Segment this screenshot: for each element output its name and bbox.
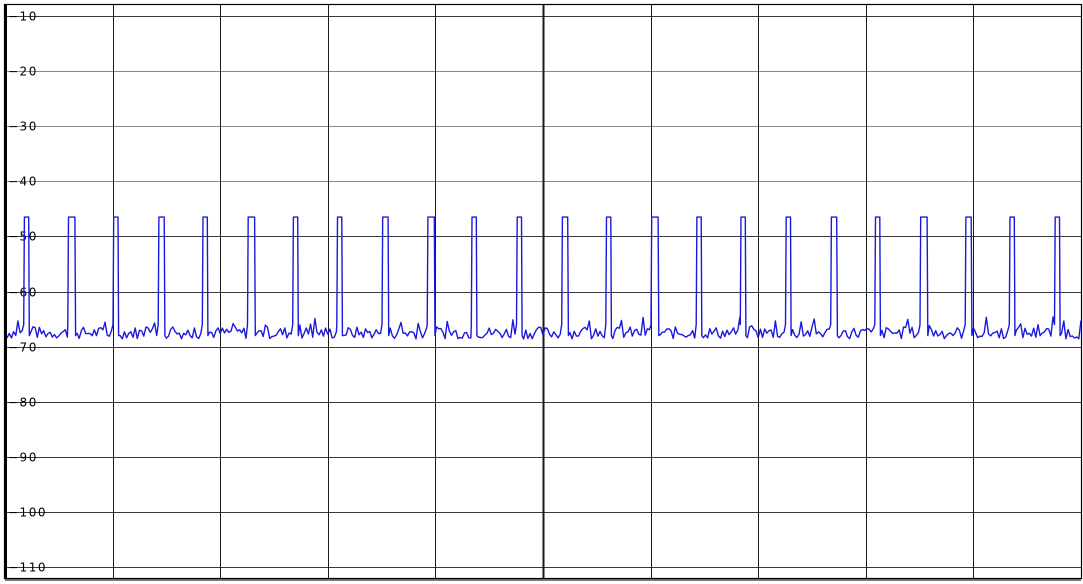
y-tick-label: −80 xyxy=(8,396,38,410)
grid-layer xyxy=(5,5,1081,578)
series-layer xyxy=(4,216,1082,340)
y-tick-label: −40 xyxy=(8,175,38,189)
signal-series-line xyxy=(4,216,1082,340)
y-tick-label: −20 xyxy=(8,65,38,79)
y-tick-label: −70 xyxy=(8,341,38,355)
y-tick-label: −90 xyxy=(8,451,38,465)
y-tick-label: −50 xyxy=(8,230,38,244)
y-tick-label: −100 xyxy=(8,506,47,520)
y-tick-label: −60 xyxy=(8,286,38,300)
plot-frame xyxy=(3,3,1083,580)
frame-layer xyxy=(3,3,1083,581)
y-tick-label: −30 xyxy=(8,120,38,134)
tick-label-layer: −10 −20 −30 −40 −50 −60 −70 −80 −90 −100 −110 xyxy=(8,10,47,575)
y-tick-label: −10 xyxy=(8,10,38,24)
y-tick-label: −110 xyxy=(8,561,47,575)
